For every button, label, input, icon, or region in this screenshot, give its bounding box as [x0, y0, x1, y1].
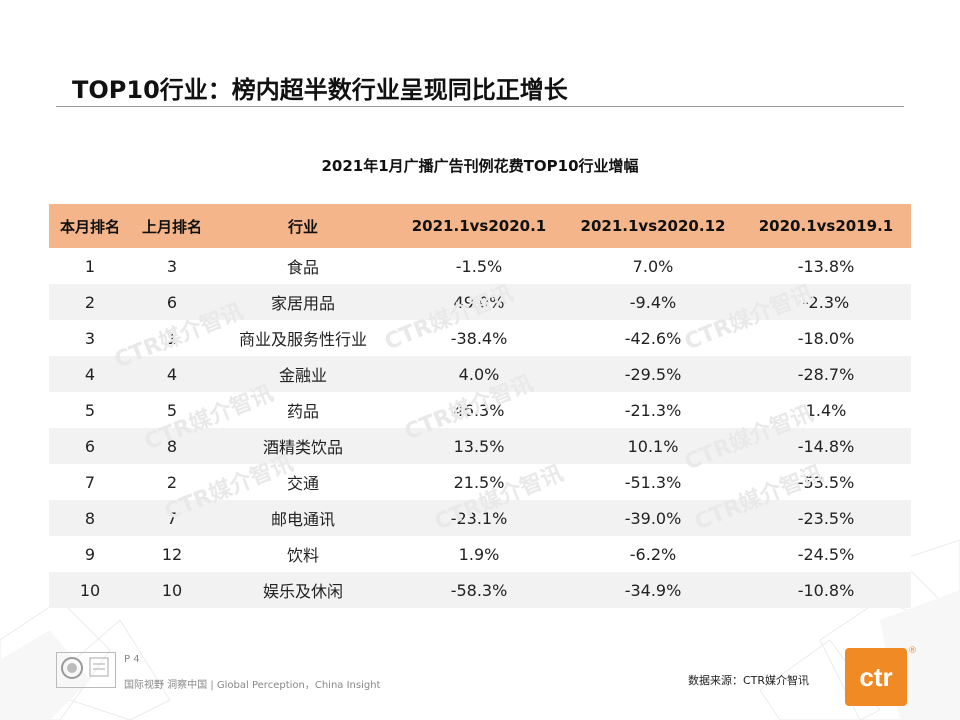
- table-cell: -53.5%: [741, 464, 911, 500]
- table-cell: 1.9%: [393, 536, 565, 572]
- industry-growth-table: 本月排名 上月排名 行业 2021.1vs2020.1 2021.1vs2020.12 2…: [49, 204, 911, 608]
- table-header-row: 本月排名 上月排名 行业 2021.1vs2020.1 2021.1vs2020.12 2…: [49, 204, 911, 248]
- table-cell: -6.2%: [565, 536, 741, 572]
- table-cell: 酒精类饮品: [213, 428, 393, 464]
- table-cell: 5: [131, 392, 213, 428]
- table-cell: 10.1%: [565, 428, 741, 464]
- table-cell: 46.3%: [393, 392, 565, 428]
- table-cell: 6: [49, 428, 131, 464]
- table-cell: -24.5%: [741, 536, 911, 572]
- table-cell: 商业及服务性行业: [213, 320, 393, 356]
- column-header: 上月排名: [131, 204, 213, 248]
- table-cell: -18.0%: [741, 320, 911, 356]
- table-cell: 7: [131, 500, 213, 536]
- table-cell: 49.0%: [393, 284, 565, 320]
- table-cell: -14.8%: [741, 428, 911, 464]
- table-row: 8 7 邮电通讯 -23.1% -39.0% -23.5%: [49, 500, 911, 536]
- column-header: 2020.1vs2019.1: [741, 204, 911, 248]
- table-cell: 10: [131, 572, 213, 608]
- page-number: P 4: [124, 654, 140, 665]
- table-row: 2 6 家居用品 49.0% -9.4% -2.3%: [49, 284, 911, 320]
- table-cell: -23.5%: [741, 500, 911, 536]
- table-row: 7 2 交通 21.5% -51.3% -53.5%: [49, 464, 911, 500]
- table-cell: -2.3%: [741, 284, 911, 320]
- table-cell: 2: [131, 464, 213, 500]
- table-cell: 4.0%: [393, 356, 565, 392]
- data-source: 数据来源：CTR媒介智讯: [688, 674, 810, 687]
- table-title: 2021年1月广播广告刊例花费TOP10行业增幅: [321, 157, 639, 175]
- table-cell: 7.0%: [565, 248, 741, 284]
- table-cell: 8: [131, 428, 213, 464]
- title-divider: [56, 106, 904, 107]
- table-row: 5 5 药品 46.3% -21.3% 1.4%: [49, 392, 911, 428]
- table-cell: 食品: [213, 248, 393, 284]
- table-row: 9 12 饮料 1.9% -6.2% -24.5%: [49, 536, 911, 572]
- table-cell: 4: [131, 356, 213, 392]
- table-cell: 6: [131, 284, 213, 320]
- table-cell: -1.5%: [393, 248, 565, 284]
- table-cell: -42.6%: [565, 320, 741, 356]
- table-cell: 3: [49, 320, 131, 356]
- table-cell: 12: [131, 536, 213, 572]
- footer-tagline: 国际视野 洞察中国 | Global Perception，China Insi…: [124, 680, 381, 691]
- table-cell: 1: [49, 248, 131, 284]
- table-cell: 邮电通讯: [213, 500, 393, 536]
- table-cell: -58.3%: [393, 572, 565, 608]
- table-cell: 1: [131, 320, 213, 356]
- table-cell: -38.4%: [393, 320, 565, 356]
- certification-logo: [56, 652, 116, 688]
- column-header: 行业: [213, 204, 393, 248]
- column-header: 本月排名: [49, 204, 131, 248]
- table-cell: -9.4%: [565, 284, 741, 320]
- table-cell: -51.3%: [565, 464, 741, 500]
- table-cell: -23.1%: [393, 500, 565, 536]
- table-cell: 饮料: [213, 536, 393, 572]
- table-row: 4 4 金融业 4.0% -29.5% -28.7%: [49, 356, 911, 392]
- table-cell: -13.8%: [741, 248, 911, 284]
- table-cell: 9: [49, 536, 131, 572]
- table-cell: -39.0%: [565, 500, 741, 536]
- table-cell: -21.3%: [565, 392, 741, 428]
- table-cell: -28.7%: [741, 356, 911, 392]
- table-cell: 家居用品: [213, 284, 393, 320]
- table-cell: 7: [49, 464, 131, 500]
- column-header: 2021.1vs2020.1: [393, 204, 565, 248]
- slide-title: TOP10行业：榜内超半数行业呈现同比正增长: [72, 76, 568, 104]
- table-cell: 3: [131, 248, 213, 284]
- table-cell: 10: [49, 572, 131, 608]
- table-cell: 1.4%: [741, 392, 911, 428]
- table-cell: -10.8%: [741, 572, 911, 608]
- table-cell: 4: [49, 356, 131, 392]
- table-cell: 8: [49, 500, 131, 536]
- table-row: 1 3 食品 -1.5% 7.0% -13.8%: [49, 248, 911, 284]
- table-cell: 娱乐及休闲: [213, 572, 393, 608]
- column-header: 2021.1vs2020.12: [565, 204, 741, 248]
- table-cell: 13.5%: [393, 428, 565, 464]
- table-cell: 交通: [213, 464, 393, 500]
- table-cell: 21.5%: [393, 464, 565, 500]
- table-row: 6 8 酒精类饮品 13.5% 10.1% -14.8%: [49, 428, 911, 464]
- registered-mark: ®: [908, 646, 917, 656]
- table-row: 3 1 商业及服务性行业 -38.4% -42.6% -18.0%: [49, 320, 911, 356]
- table-cell: 2: [49, 284, 131, 320]
- ctr-logo: ctr: [845, 648, 907, 706]
- table-cell: 5: [49, 392, 131, 428]
- table-cell: -34.9%: [565, 572, 741, 608]
- table-row: 10 10 娱乐及休闲 -58.3% -34.9% -10.8%: [49, 572, 911, 608]
- table-cell: 金融业: [213, 356, 393, 392]
- table-cell: -29.5%: [565, 356, 741, 392]
- table-cell: 药品: [213, 392, 393, 428]
